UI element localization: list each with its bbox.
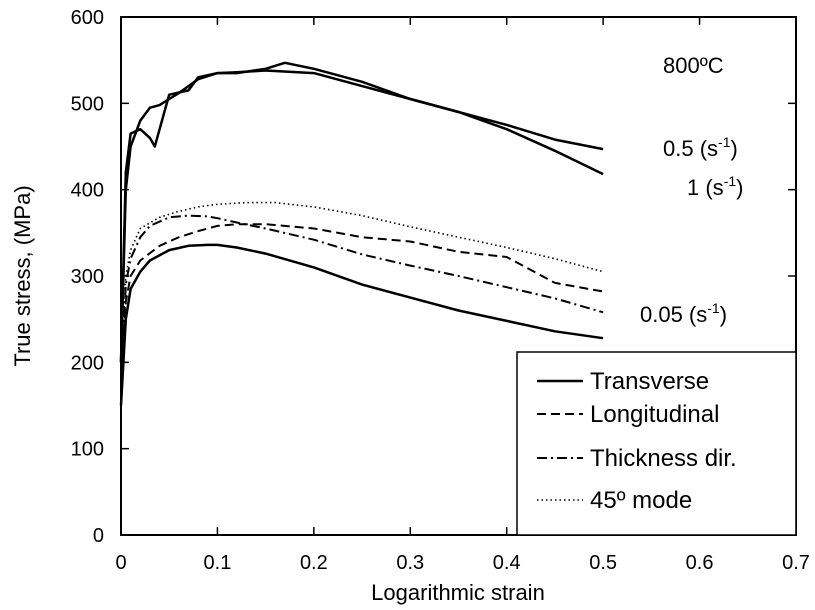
annotation-rate-0.5-tail: ) <box>730 136 737 161</box>
y-tick-label: 200 <box>71 352 104 374</box>
series-line-45-mode <box>120 201 604 380</box>
x-tick-label: 0.1 <box>204 552 232 574</box>
series-lines <box>119 61 604 406</box>
legend-label-thickness: Thickness dir. <box>590 445 737 472</box>
axis-tick-labels: 0 0.1 0.2 0.3 0.4 0.5 0.6 0.7 0 100 200 300 400 500 60… <box>71 7 810 574</box>
x-tick-label: 0.6 <box>686 552 714 574</box>
x-tick-label: 0.2 <box>300 552 328 574</box>
x-tick-label: 0.4 <box>493 552 521 574</box>
annotation-rate-0.05-sup: -1 <box>707 300 720 316</box>
annotation-rate-0.05: 0.05 (s-1) <box>640 300 727 327</box>
series-line-longitudinal <box>120 223 604 389</box>
annotation-rate-0.05-tail: ) <box>720 302 727 327</box>
legend-label-transverse: Transverse <box>590 368 709 395</box>
y-tick-label: 0 <box>93 525 104 547</box>
series-line-1-s-1 <box>119 61 604 363</box>
annotation-rate-0.5: 0.5 (s-1) <box>663 134 738 161</box>
series-line-transverse <box>119 243 604 406</box>
annotation-rate-0.5-main: 0.5 (s <box>663 136 718 161</box>
annotation-rate-1: 1 (s-1) <box>687 173 743 200</box>
legend-box <box>516 351 797 536</box>
series-line-thickness-dir. <box>120 214 604 397</box>
legend: Transverse Longitudinal Thickness dir. 4… <box>516 351 797 536</box>
y-axis-label: True stress, (MPa) <box>10 185 35 366</box>
x-tick-label: 0.5 <box>589 552 617 574</box>
legend-label-longitudinal: Longitudinal <box>590 401 719 428</box>
legend-label-45-mode: 45º mode <box>590 487 692 514</box>
x-tick-label: 0.7 <box>782 552 810 574</box>
y-tick-label: 500 <box>71 93 104 115</box>
annotation-rate-0.5-sup: -1 <box>718 134 731 150</box>
x-axis-label: Logarithmic strain <box>371 580 545 605</box>
annotation-rate-1-tail: ) <box>736 175 743 200</box>
y-tick-label: 300 <box>71 266 104 288</box>
y-tick-label: 400 <box>71 180 104 202</box>
y-tick-label: 100 <box>71 439 104 461</box>
annotation-rate-1-main: 1 (s <box>687 175 724 200</box>
annotation-rate-0.05-main: 0.05 (s <box>640 302 707 327</box>
x-tick-label: 0.3 <box>396 552 424 574</box>
annotation-rate-1-sup: -1 <box>724 173 737 189</box>
y-tick-label: 600 <box>71 7 104 29</box>
x-tick-label: 0 <box>115 552 126 574</box>
annotation-temperature: 800ºC <box>663 53 724 78</box>
